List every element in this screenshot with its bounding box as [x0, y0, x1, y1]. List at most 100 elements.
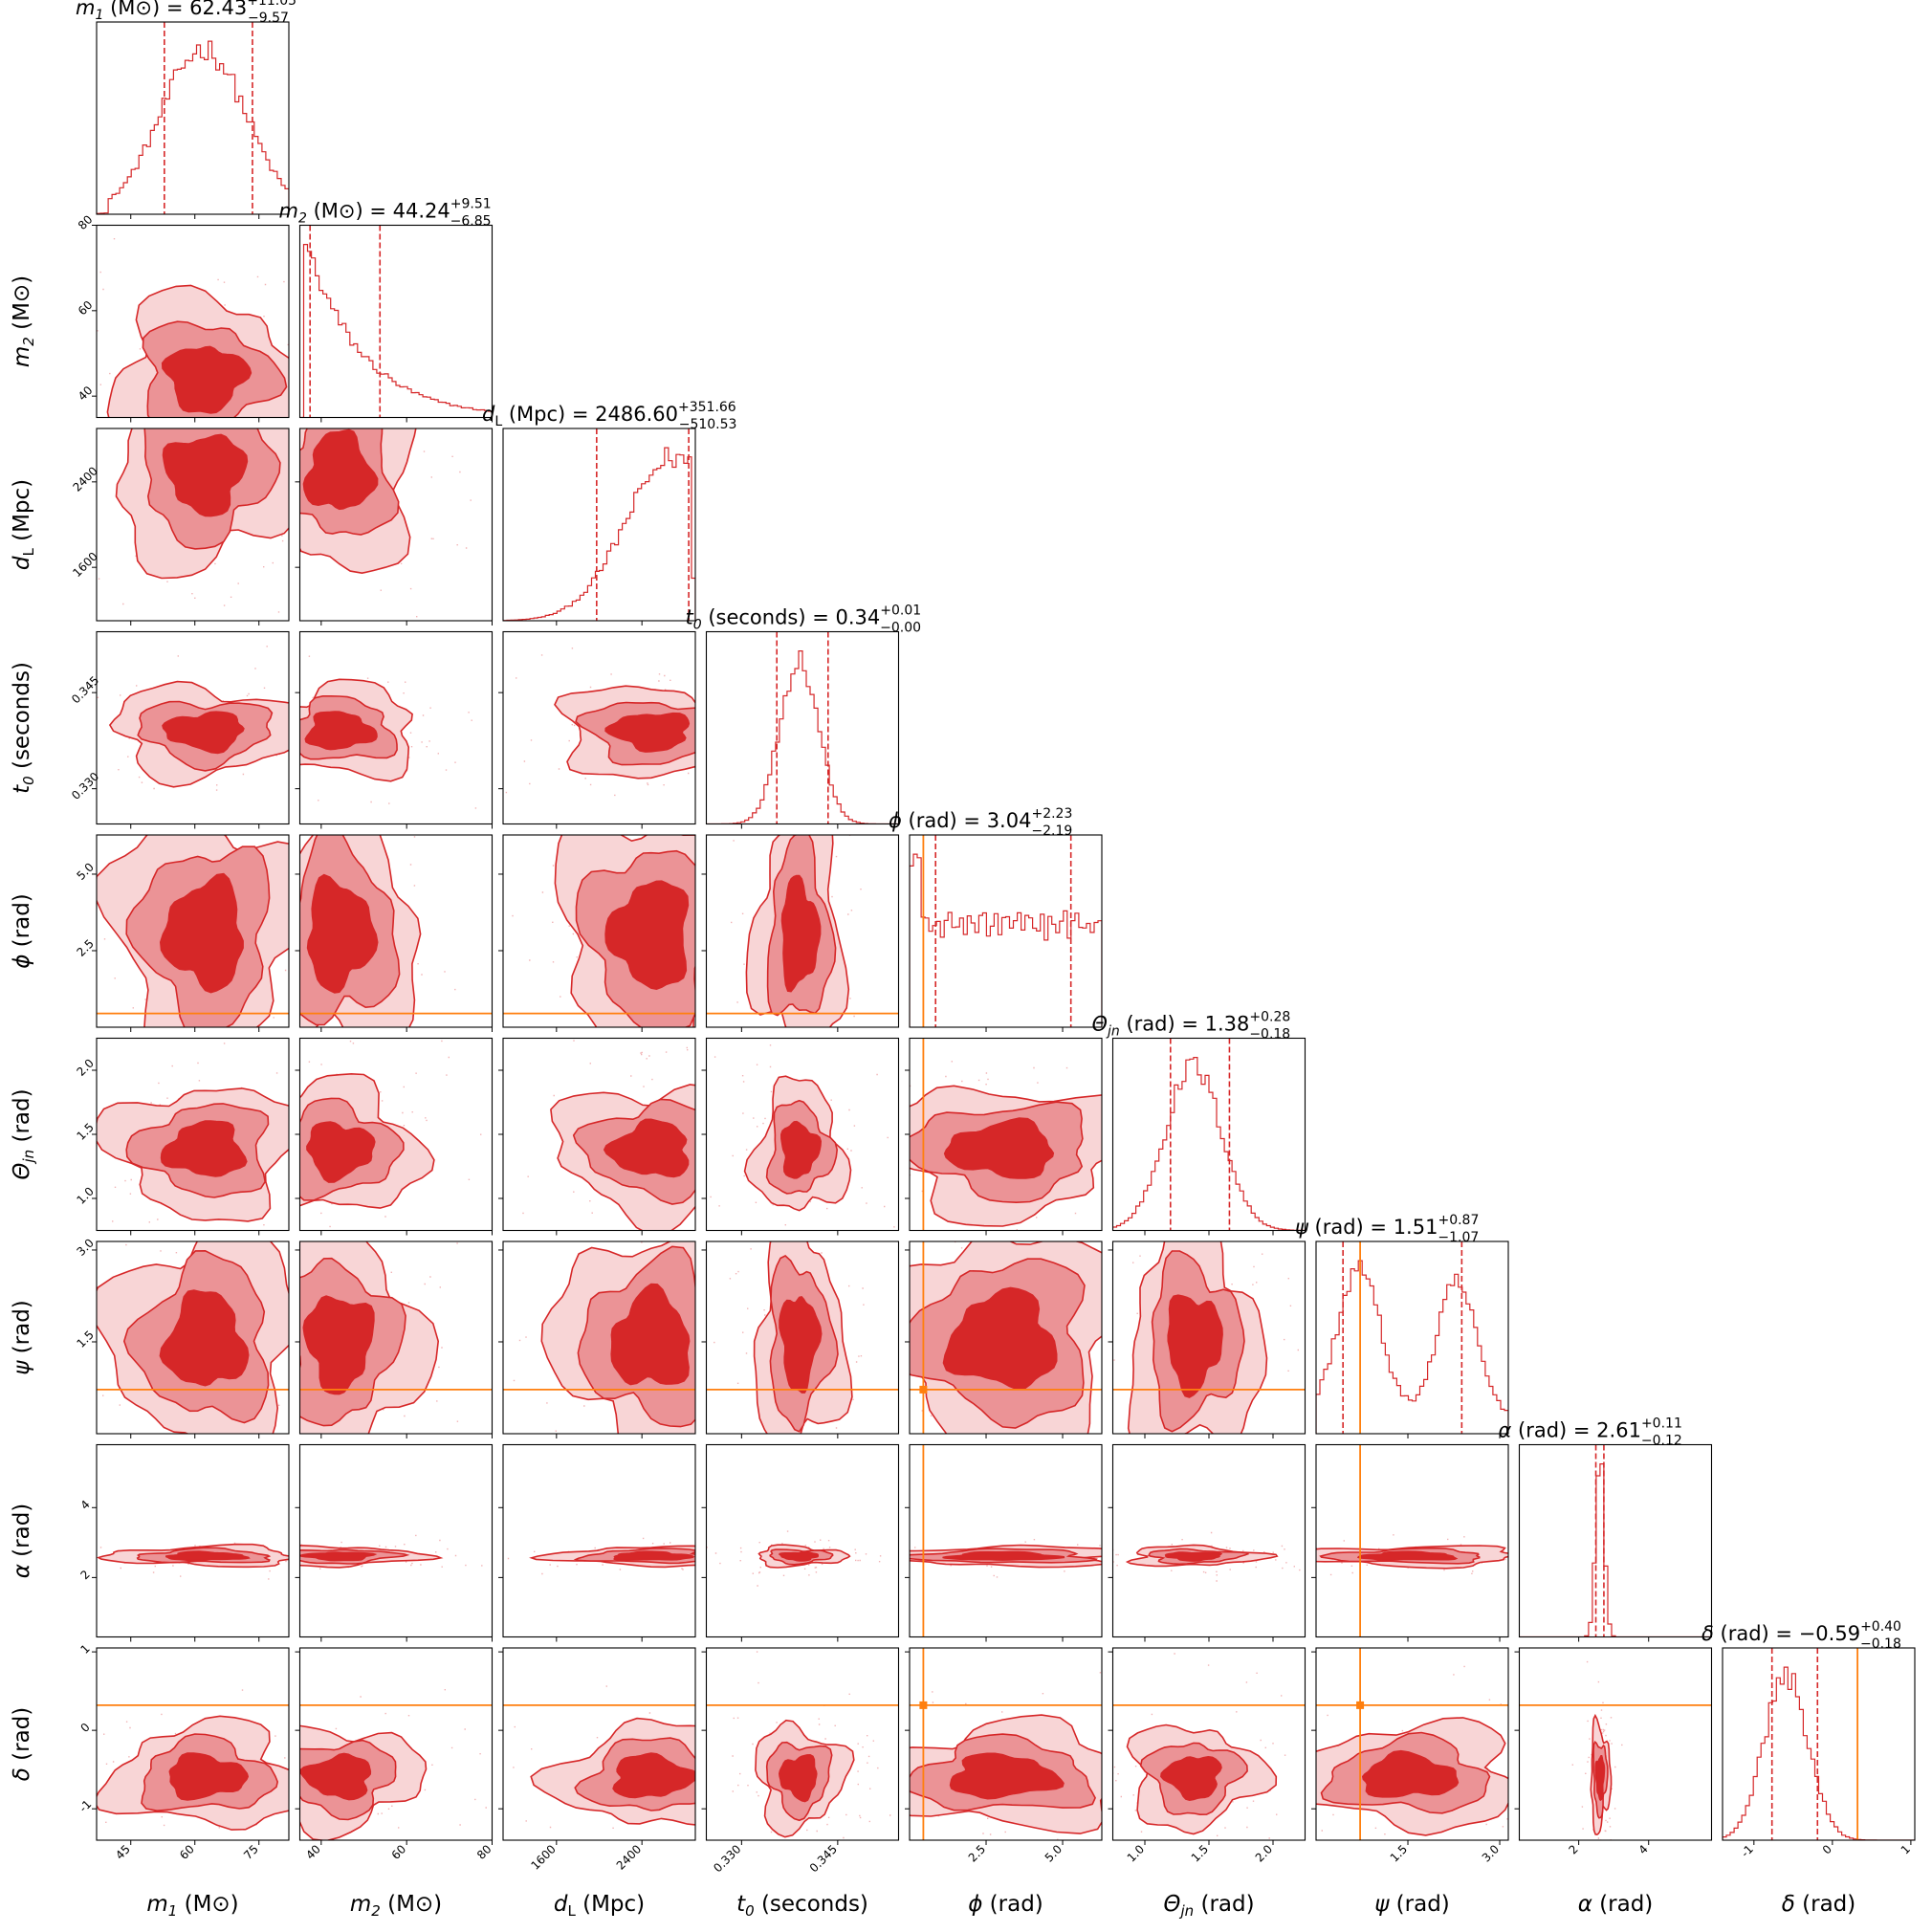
panel-psi-vs-theta [1111, 1240, 1306, 1435]
x-tick-label-psi: 1.5 [1388, 1842, 1410, 1864]
contour-level-3 [299, 1752, 372, 1801]
contour-level-3 [778, 1753, 818, 1803]
x-tick-label-m2: 60 [389, 1842, 409, 1862]
x-tick-label-t0: 0.345 [807, 1842, 840, 1875]
x-tick-label-m1: 45 [113, 1842, 133, 1862]
panel-phi-vs-dL [502, 834, 696, 1028]
y-tick-label-theta: 2.0 [74, 1056, 96, 1078]
scatter-points [102, 1242, 280, 1423]
y-axis-label-delta: δ (rad) [10, 1707, 34, 1782]
contour-level-3 [306, 873, 379, 994]
panel-delta-vs-dL [502, 1647, 696, 1841]
contour-level-3 [162, 711, 245, 755]
contour-level-3 [943, 1117, 1055, 1179]
contour-level-3 [304, 711, 378, 751]
y-tick-label-m2: 40 [76, 384, 96, 404]
contour-level-3 [168, 1752, 250, 1801]
panel-alpha-vs-psi [1315, 1443, 1509, 1638]
truth-marker [1356, 1701, 1365, 1709]
title-phi: ϕ (rad) = 3.04+2.23 −2.19 [889, 806, 1072, 839]
y-axis-label-dL: dL (Mpc) [10, 479, 37, 570]
panel-psi-vs-dL [502, 1240, 696, 1435]
diag-panel-dL: dL (Mpc) = 2486.60+351.66 −510.53 [482, 400, 736, 622]
y-tick-label-psi: 1.5 [74, 1328, 96, 1350]
panel-phi-vs-m1 [96, 834, 290, 1028]
y-axis-label-psi: ψ (rad) [10, 1300, 34, 1375]
panel-psi-vs-t0 [705, 1240, 900, 1435]
panel-psi-vs-m1 [96, 1240, 290, 1435]
panel-t0-vs-dL [502, 630, 696, 825]
title-m1: m1 (M⊙) = 62.43+11.05 −9.57 [76, 0, 296, 26]
diag-panel-m2: m2 (M⊙) = 44.24+9.51 −6.85 [279, 197, 494, 419]
contour-level-3 [942, 1286, 1058, 1391]
x-tick-label-delta: -1 [1739, 1842, 1756, 1859]
y-tick-label-delta: 0 [78, 1721, 93, 1735]
y-tick-label-psi: 3.0 [74, 1236, 96, 1258]
truth-marker [919, 1701, 928, 1709]
x-axis-label-m1: m1 (M⊙) [146, 1892, 238, 1920]
x-axis-label-psi: ψ (rad) [1374, 1892, 1450, 1917]
y-tick-label-theta: 1.0 [74, 1184, 96, 1206]
panel-theta-vs-t0 [705, 1037, 900, 1232]
y-tick-label-theta: 1.5 [74, 1120, 96, 1142]
panel-delta-vs-alpha [1518, 1647, 1713, 1841]
contour-level-3 [165, 1550, 251, 1562]
panel-theta-vs-dL [502, 1037, 696, 1232]
panel-m2-vs-m1 [96, 224, 290, 419]
diag-panel-t0: t0 (seconds) = 0.34+0.01 −0.00 [686, 604, 922, 825]
panel-alpha-vs-t0 [705, 1443, 900, 1638]
x-tick-label-psi: 3.0 [1480, 1842, 1502, 1864]
panel-delta-vs-theta [1111, 1647, 1306, 1841]
x-axis-label-alpha: α (rad) [1578, 1892, 1654, 1917]
contour-level-3 [942, 1550, 1065, 1561]
histogram-phi [910, 853, 1102, 1027]
y-axis-label-m2: m2 (M⊙) [10, 275, 37, 367]
y-tick-label-dL: 1600 [70, 550, 99, 580]
contour-level-3 [161, 345, 252, 414]
contour-level-3 [604, 712, 691, 753]
panel-theta-vs-m1 [96, 1037, 290, 1232]
x-axis-label-delta: δ (rad) [1782, 1892, 1856, 1917]
contour-level-3 [159, 872, 244, 994]
y-tick-label-delta: 1 [78, 1642, 93, 1657]
x-tick-label-theta: 2.0 [1253, 1842, 1275, 1864]
contour-level-3 [1164, 1551, 1223, 1562]
y-tick-label-alpha: 2 [78, 1568, 93, 1582]
panel-alpha-vs-theta [1111, 1443, 1306, 1638]
diag-panel-m1: m1 (M⊙) = 62.43+11.05 −9.57 [76, 0, 296, 215]
contour-level-3 [610, 1283, 691, 1386]
contour-level-3 [302, 428, 379, 511]
panel-theta-vs-phi [909, 1037, 1103, 1232]
y-tick-label-dL: 2400 [70, 464, 99, 494]
panel-psi-vs-m2 [298, 1240, 494, 1435]
histogram-delta [1723, 1666, 1915, 1840]
panel-dL-vs-m2 [298, 428, 494, 622]
diag-panel-delta: δ (rad) = −0.59+0.40 −0.18 [1701, 1619, 1916, 1841]
panel-phi-vs-m2 [298, 834, 494, 1028]
panel-t0-vs-m2 [298, 630, 494, 825]
diag-panel-phi: ϕ (rad) = 3.04+2.23 −2.19 [889, 806, 1103, 1028]
panel-t0-vs-m1 [96, 630, 290, 825]
contour-level-3 [302, 1295, 375, 1395]
contour-level-3 [1361, 1749, 1460, 1798]
x-tick-label-phi: 5.0 [1043, 1842, 1065, 1864]
contour-level-3 [1167, 1294, 1223, 1398]
x-tick-label-theta: 1.0 [1125, 1842, 1147, 1864]
x-tick-label-dL: 1600 [528, 1842, 558, 1872]
title-t0: t0 (seconds) = 0.34+0.01 −0.00 [686, 604, 922, 636]
y-tick-label-delta: -1 [77, 1797, 94, 1814]
panel-delta-vs-m1 [96, 1647, 290, 1841]
panel-theta-vs-m2 [298, 1037, 494, 1232]
panel-dL-vs-m1 [96, 428, 290, 622]
contour-level-3 [604, 880, 690, 991]
contour-level-3 [779, 1296, 823, 1394]
histogram-theta [1112, 1057, 1306, 1231]
histogram-m1 [97, 40, 289, 214]
y-tick-label-phi: 5.0 [74, 860, 96, 882]
panel-alpha-vs-m2 [298, 1443, 494, 1638]
x-tick-label-m2: 40 [303, 1842, 323, 1862]
panel-psi-vs-phi [909, 1240, 1103, 1435]
x-tick-label-theta: 1.5 [1189, 1842, 1211, 1864]
y-axis-label-theta: Θjn (rad) [10, 1088, 37, 1179]
